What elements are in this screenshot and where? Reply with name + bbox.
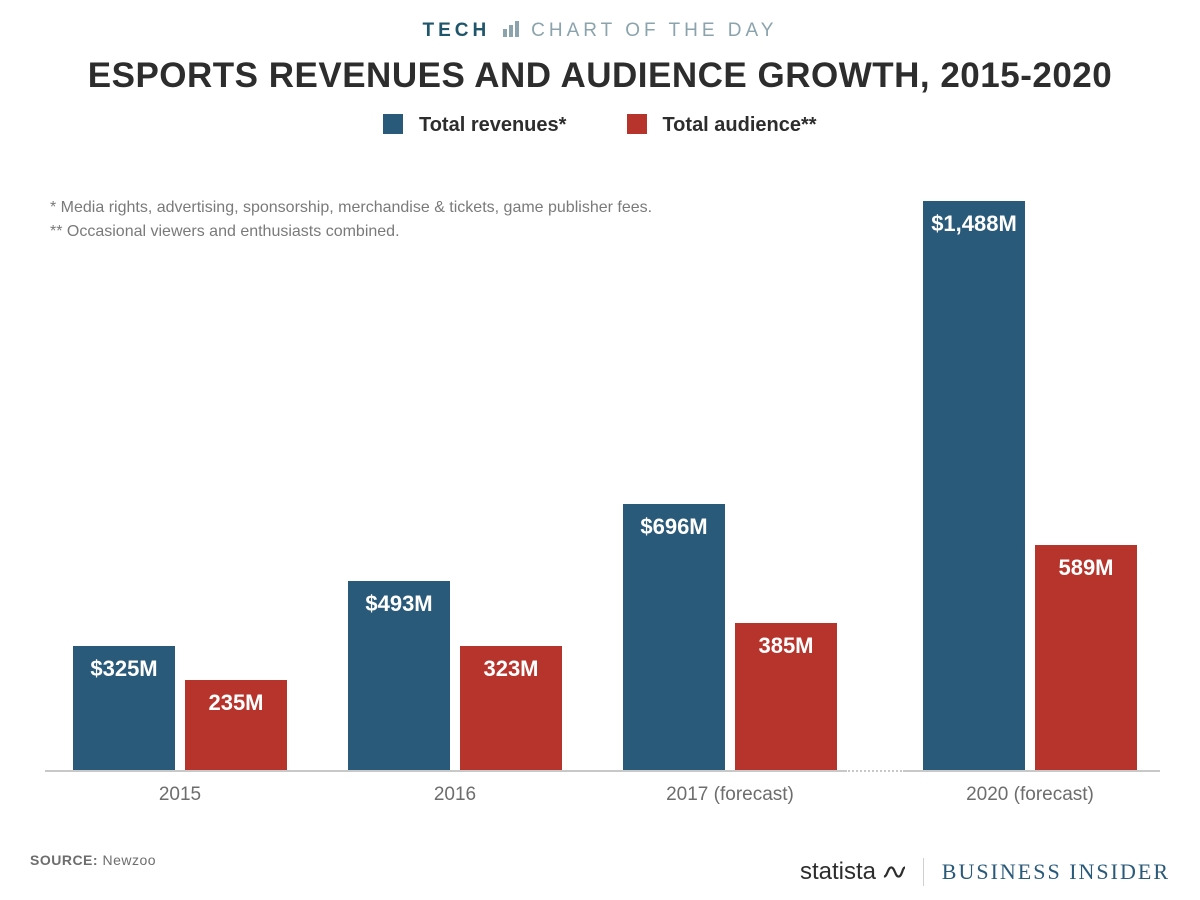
bar-value-label: 235M <box>208 690 263 716</box>
legend-item-revenues: Total revenues* <box>383 114 566 137</box>
x-axis-label: 2016 <box>434 784 476 806</box>
bar-revenue: $493M <box>348 581 450 770</box>
bar-value-label: 385M <box>758 633 813 659</box>
source-label: SOURCE: <box>30 852 98 868</box>
x-axis-label: 2020 (forecast) <box>966 784 1094 806</box>
bar-audience: 235M <box>185 680 287 770</box>
bar-value-label: $1,488M <box>931 211 1017 237</box>
legend: Total revenues* Total audience** <box>30 114 1170 137</box>
legend-item-audience: Total audience** <box>627 114 817 137</box>
legend-swatch-revenues <box>383 114 403 134</box>
statista-logo: statista <box>800 858 905 886</box>
chart-title: ESPORTS REVENUES AND AUDIENCE GROWTH, 20… <box>30 56 1170 96</box>
header-brand: TECH <box>423 20 491 42</box>
source-attribution: SOURCE: Newzoo <box>30 852 156 868</box>
bar-audience: 589M <box>1035 545 1137 770</box>
x-axis-label: 2015 <box>159 784 201 806</box>
source-value: Newzoo <box>102 852 156 868</box>
header-series-label: CHART OF THE DAY <box>531 20 777 42</box>
x-axis-baseline <box>45 770 1160 772</box>
bar-revenue: $1,488M <box>923 201 1025 770</box>
bar-value-label: $696M <box>640 514 707 540</box>
x-axis-label: 2017 (forecast) <box>666 784 794 806</box>
bar-revenue: $696M <box>623 504 725 770</box>
brand-divider <box>923 858 924 886</box>
bar-value-label: 323M <box>483 656 538 682</box>
bar-audience: 385M <box>735 623 837 770</box>
chart-plot-area: $325M 235M 2015 $493M 323M 2016 $696M 385M 2017 … <box>45 175 1160 812</box>
footer: SOURCE: Newzoo statista BUSINESS INSIDER <box>30 852 1170 886</box>
header: TECH CHART OF THE DAY <box>30 20 1170 42</box>
bar-value-label: $325M <box>90 656 157 682</box>
bar-chart-icon <box>503 21 521 37</box>
axis-break <box>845 770 905 772</box>
legend-label-audience: Total audience** <box>662 114 816 136</box>
business-insider-logo: BUSINESS INSIDER <box>942 859 1170 885</box>
legend-label-revenues: Total revenues* <box>419 114 566 136</box>
bar-value-label: 589M <box>1058 555 1113 581</box>
footer-brands: statista BUSINESS INSIDER <box>800 858 1170 886</box>
bar-value-label: $493M <box>365 591 432 617</box>
legend-swatch-audience <box>627 114 647 134</box>
bar-audience: 323M <box>460 646 562 770</box>
chart-container: TECH CHART OF THE DAY ESPORTS REVENUES A… <box>0 0 1200 900</box>
bar-revenue: $325M <box>73 646 175 770</box>
